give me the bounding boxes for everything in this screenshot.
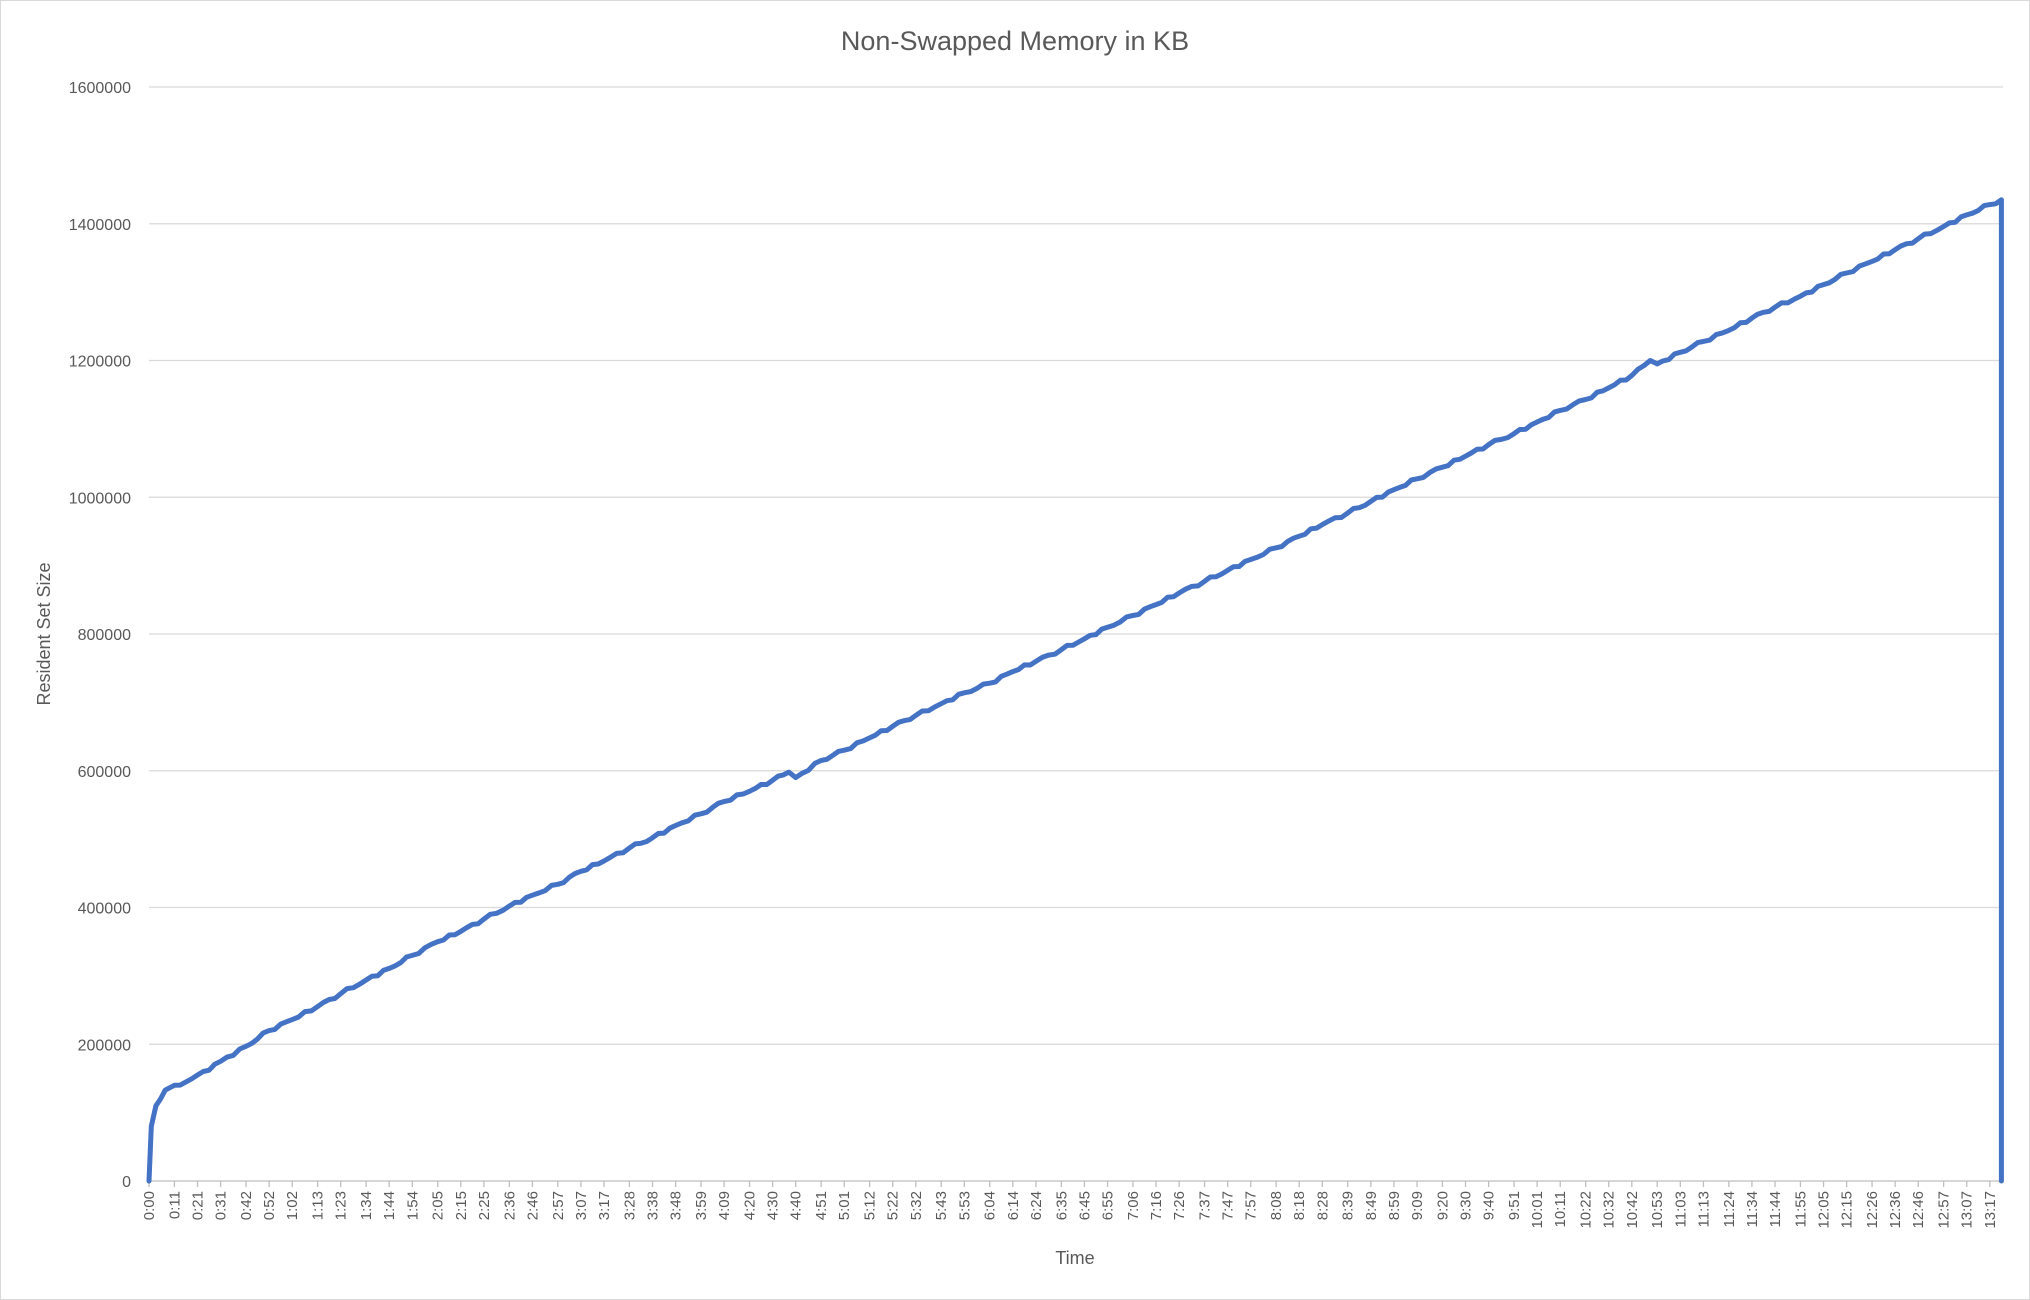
x-tick-label: 6:24	[1028, 1191, 1045, 1220]
x-tick-label: 11:24	[1721, 1191, 1738, 1227]
x-tick-label: 9:09	[1409, 1191, 1426, 1220]
x-tick-label: 7:47	[1220, 1191, 1237, 1220]
x-tick-label: 6:14	[1005, 1191, 1022, 1220]
y-tick-label: 200000	[78, 1037, 131, 1054]
x-tick-label: 8:49	[1363, 1191, 1380, 1220]
gridlines	[149, 86, 2003, 1182]
y-tick-label: 1200000	[69, 354, 131, 371]
x-tick-label: 11:44	[1767, 1191, 1784, 1227]
x-tick-label: 2:57	[550, 1191, 567, 1220]
x-tick-label: 10:53	[1649, 1191, 1666, 1229]
y-tick-label: 600000	[78, 764, 131, 781]
x-tick-label: 1:13	[310, 1191, 327, 1220]
x-tick-label: 4:30	[765, 1191, 782, 1220]
x-tick-label: 5:22	[885, 1191, 902, 1220]
x-axis-title: Time	[1055, 1248, 1094, 1268]
x-tick-label: 5:01	[836, 1191, 853, 1220]
x-tick-label: 9:40	[1481, 1191, 1498, 1220]
x-tick-label: 3:17	[596, 1191, 613, 1220]
x-tick-label: 1:54	[404, 1191, 421, 1220]
x-tick-label: 7:16	[1148, 1191, 1165, 1220]
x-tick-label: 3:48	[668, 1191, 685, 1220]
chart-title: Non-Swapped Memory in KB	[841, 26, 1189, 56]
x-tick-label: 1:44	[381, 1191, 398, 1220]
x-tick-label: 3:59	[693, 1191, 710, 1220]
x-tick-label: 2:46	[524, 1191, 541, 1220]
y-tick-label: 1000000	[69, 490, 131, 507]
x-tick-label: 13:07	[1959, 1191, 1976, 1229]
x-tick-label: 11:55	[1792, 1191, 1809, 1227]
x-tick-label: 9:20	[1434, 1191, 1451, 1220]
x-tick-label: 1:02	[284, 1191, 301, 1220]
x-tick-label: 2:15	[453, 1191, 470, 1220]
x-tick-label: 4:09	[716, 1191, 733, 1220]
x-tick-label: 12:26	[1864, 1191, 1881, 1229]
x-tick-label: 6:45	[1076, 1191, 1093, 1220]
x-tick-label: 11:34	[1744, 1191, 1761, 1227]
y-axis-ticks: 0 200000 400000 600000 800000 1000000 1200000 1…	[69, 80, 131, 1191]
x-tick-label: 0:42	[238, 1191, 255, 1220]
y-tick-label: 1600000	[69, 80, 131, 97]
x-tick-label: 0:31	[213, 1191, 230, 1220]
y-tick-label: 800000	[78, 627, 131, 644]
x-tick-label: 10:32	[1601, 1191, 1618, 1229]
x-tick-label: 5:32	[908, 1191, 925, 1220]
x-tick-label: 10:42	[1624, 1191, 1641, 1229]
x-tick-label: 11:03	[1672, 1191, 1689, 1227]
x-tick-label: 7:06	[1125, 1191, 1142, 1220]
x-tick-label: 8:28	[1314, 1191, 1331, 1220]
x-tick-label: 3:28	[621, 1191, 638, 1220]
x-tick-label: 0:11	[166, 1191, 183, 1219]
x-tick-label: 12:36	[1887, 1191, 1904, 1229]
x-tick-label: 2:36	[501, 1191, 518, 1220]
series-line	[146, 197, 2004, 1184]
x-tick-label: 0:52	[261, 1191, 278, 1220]
x-tick-label: 10:01	[1529, 1191, 1546, 1229]
x-tick-label: 8:59	[1386, 1191, 1403, 1220]
x-tick-label: 4:51	[813, 1191, 830, 1220]
x-tick-label: 8:08	[1268, 1191, 1285, 1220]
series-layer	[146, 197, 2004, 1184]
x-tick-label: 4:20	[742, 1191, 759, 1220]
x-tick-label: 6:55	[1100, 1191, 1117, 1220]
x-tick-label: 12:46	[1910, 1191, 1927, 1229]
x-tick-label: 2:05	[430, 1191, 447, 1220]
x-tick-label: 11:13	[1695, 1191, 1712, 1227]
x-tick-label: 0:00	[141, 1191, 158, 1220]
x-tick-label: 3:07	[573, 1191, 590, 1220]
x-tick-label: 8:39	[1340, 1191, 1357, 1220]
y-tick-label: 400000	[78, 901, 131, 918]
x-tick-label: 12:05	[1816, 1191, 1833, 1229]
x-tick-label: 8:18	[1291, 1191, 1308, 1220]
x-tick-label: 4:40	[788, 1191, 805, 1220]
y-tick-label: 0	[122, 1174, 131, 1191]
x-tick-label: 9:30	[1458, 1191, 1475, 1220]
x-tick-label: 10:22	[1578, 1191, 1595, 1229]
x-tick-label: 3:38	[645, 1191, 662, 1220]
x-tick-label: 12:15	[1839, 1191, 1856, 1229]
y-tick-label: 1400000	[69, 217, 131, 234]
x-tick-label: 13:17	[1982, 1191, 1999, 1229]
x-tick-label: 9:51	[1506, 1191, 1523, 1220]
x-axis-ticks: 0:00 0:11 0:21 0:31 0:42 0:52 1:02 1:13 1:23 1:34…	[141, 1181, 1999, 1229]
x-tick-label: 1:23	[333, 1191, 350, 1220]
x-tick-label: 1:34	[358, 1191, 375, 1220]
x-tick-label: 2:25	[476, 1191, 493, 1220]
x-tick-label: 7:26	[1171, 1191, 1188, 1220]
x-tick-label: 0:21	[190, 1191, 207, 1220]
x-tick-label: 7:57	[1243, 1191, 1260, 1220]
x-tick-label: 5:12	[862, 1191, 879, 1220]
x-tick-label: 5:43	[933, 1191, 950, 1220]
y-axis-title: Resident Set Size	[34, 562, 54, 705]
x-tick-label: 12:57	[1936, 1191, 1953, 1229]
x-tick-label: 6:04	[982, 1191, 999, 1220]
x-tick-label: 10:11	[1552, 1191, 1569, 1227]
x-tick-label: 7:37	[1197, 1191, 1214, 1220]
x-tick-label: 6:35	[1053, 1191, 1070, 1220]
x-tick-label: 5:53	[956, 1191, 973, 1220]
